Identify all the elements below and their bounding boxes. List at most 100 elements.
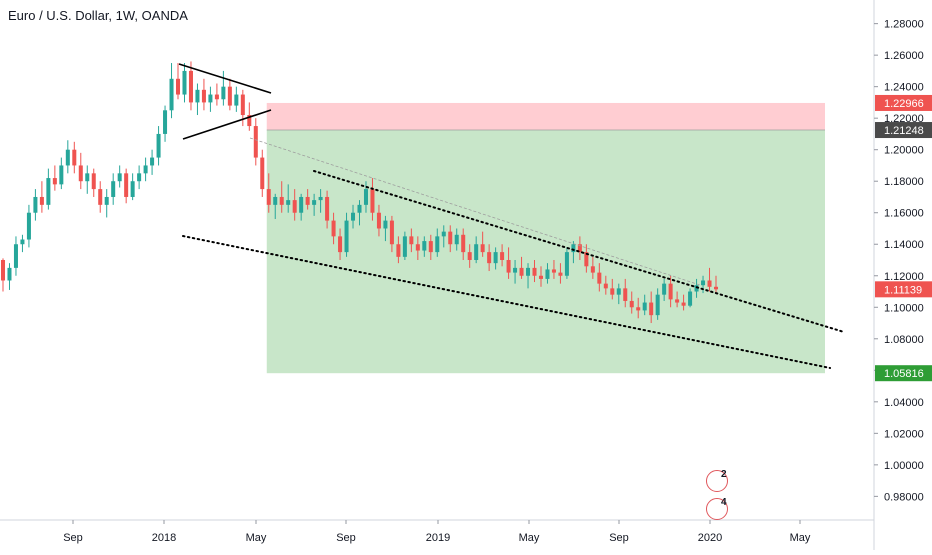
- candle: [655, 288, 660, 320]
- candle-body: [169, 78, 174, 111]
- price-tags: 1.22966 1.21248 1.11139 1.05816: [875, 94, 932, 382]
- candle-body: [713, 286, 719, 290]
- candle: [214, 83, 219, 106]
- candle-body: [98, 189, 103, 205]
- candle: [85, 165, 90, 194]
- chart-title: Euro / U.S. Dollar, 1W, OANDA: [8, 8, 188, 23]
- time-tick-label: Sep: [609, 532, 629, 544]
- candle: [558, 263, 563, 284]
- candle: [545, 263, 550, 284]
- candle-body: [208, 94, 213, 103]
- candle-body: [299, 196, 304, 213]
- triangle-upper-line: [178, 63, 272, 94]
- price-tag-stop: 1.22966: [884, 98, 924, 110]
- price-tick-label: 1.26000: [884, 50, 924, 62]
- candle-body: [7, 267, 12, 281]
- candle-body: [312, 200, 317, 205]
- candle: [538, 266, 544, 287]
- candle-body: [338, 236, 343, 253]
- candle-body: [221, 86, 226, 100]
- candle-body: [72, 149, 77, 166]
- candle: [305, 189, 310, 210]
- candle: [571, 241, 576, 264]
- price-tick-label: 1.24000: [884, 82, 924, 94]
- candle-body: [564, 252, 569, 276]
- candle-body: [454, 234, 459, 245]
- candle-body: [78, 165, 83, 182]
- candle-body: [584, 252, 589, 267]
- candle-body: [163, 110, 168, 134]
- candle-body: [694, 285, 699, 292]
- candle: [461, 228, 466, 260]
- candle-body: [376, 212, 381, 229]
- time-tick-label: 2019: [426, 532, 450, 544]
- candle-body: [428, 241, 433, 253]
- candle-body: [305, 196, 310, 205]
- candle: [448, 225, 453, 253]
- flag-badge-count: 4: [721, 497, 727, 508]
- candle-body: [551, 269, 556, 273]
- price-tick-label: 1.02000: [884, 428, 924, 440]
- candle: [629, 291, 634, 314]
- candle-body: [20, 239, 25, 245]
- idea-badge-icon[interactable]: [706, 470, 728, 492]
- candle: [221, 70, 226, 106]
- time-tick-label: May: [790, 532, 811, 544]
- candle-body: [396, 244, 401, 257]
- candle: [163, 105, 168, 142]
- candle-body: [59, 165, 64, 185]
- candle-body: [33, 196, 38, 213]
- candle-body: [532, 267, 537, 276]
- candle-body: [571, 244, 576, 253]
- price-tick-label: 1.10000: [884, 302, 924, 314]
- candle-body: [467, 252, 472, 260]
- candle: [701, 275, 706, 294]
- position-zones: [266, 102, 826, 374]
- candle-body: [616, 288, 621, 295]
- candle: [396, 236, 401, 264]
- price-tag-target-bg: [875, 365, 932, 382]
- price-tick-label: 1.20000: [884, 145, 924, 157]
- candle-body: [493, 252, 498, 264]
- candle-body: [506, 260, 511, 273]
- candle: [409, 228, 414, 253]
- candle: [649, 291, 654, 324]
- candle-body: [351, 212, 356, 221]
- price-tag-target: 1.05816: [884, 368, 924, 380]
- time-tick-label: May: [519, 532, 540, 544]
- candle-body: [480, 244, 485, 253]
- candle-body: [104, 196, 109, 205]
- candle-body: [707, 280, 712, 287]
- candle-body: [487, 252, 492, 264]
- price-axis[interactable]: 1.280001.260001.240001.220001.200001.180…: [873, 0, 932, 550]
- candle-body: [526, 267, 531, 276]
- channel-lower-line: [182, 235, 831, 369]
- candle-body: [286, 200, 291, 205]
- candle: [577, 236, 582, 260]
- price-tick-label: 1.14000: [884, 239, 924, 251]
- candle-body: [156, 133, 161, 158]
- candle: [338, 228, 343, 260]
- projection-line: [249, 137, 701, 286]
- candle-body: [681, 302, 686, 306]
- candle-body: [610, 288, 615, 295]
- candle-body: [642, 302, 647, 311]
- candle-body: [13, 244, 18, 268]
- price-tag-entry-bg: [875, 122, 932, 139]
- candle: [662, 278, 667, 301]
- candle-body: [117, 173, 122, 182]
- candle-body: [545, 269, 550, 279]
- time-axis[interactable]: Sep 2018 May Sep 2019 May Sep 2020 May: [0, 519, 874, 544]
- candle: [273, 193, 278, 220]
- flag-badge-icon[interactable]: [706, 498, 728, 520]
- take-profit-zone: [266, 130, 826, 374]
- candle: [0, 258, 6, 292]
- candle: [422, 236, 427, 257]
- candle: [519, 256, 524, 279]
- candle-body: [65, 149, 70, 166]
- triangle-lower-line: [182, 109, 272, 140]
- candle-body: [435, 236, 440, 253]
- candle-body: [662, 283, 667, 295]
- candle: [182, 63, 187, 103]
- candle: [551, 260, 556, 279]
